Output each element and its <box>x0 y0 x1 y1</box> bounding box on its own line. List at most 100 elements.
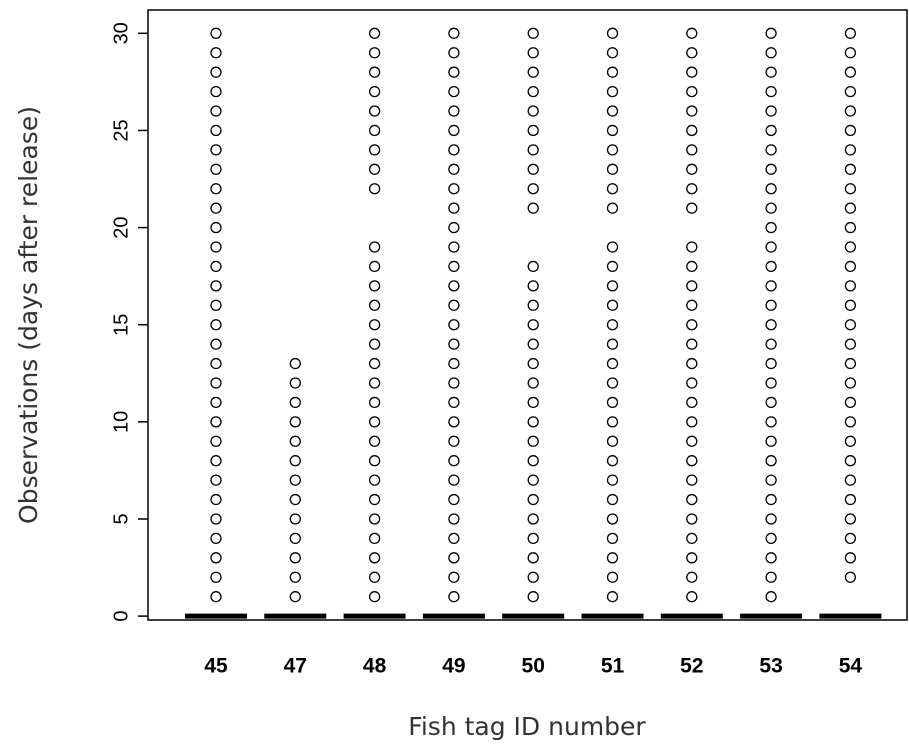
observation-point <box>289 357 301 370</box>
observation-point <box>765 85 777 98</box>
observation-point <box>844 377 857 389</box>
observation-point <box>210 47 222 59</box>
observation-point <box>844 435 857 447</box>
observation-point <box>210 183 222 195</box>
observation-point <box>368 591 381 603</box>
observation-point <box>765 357 777 370</box>
observation-point <box>844 47 857 59</box>
observation-point <box>527 532 539 545</box>
observation-point <box>527 377 539 389</box>
y-tick-label: 25 <box>110 119 132 141</box>
observation-point <box>368 183 381 195</box>
observation-point <box>210 377 222 389</box>
observation-point <box>844 66 857 78</box>
observation-point <box>765 260 777 273</box>
observation-point <box>448 299 460 311</box>
observation-point <box>448 183 460 195</box>
observation-point <box>527 124 539 137</box>
y-tick-label: 0 <box>110 611 132 622</box>
x-tick-label: 45 <box>204 655 228 678</box>
observation-point <box>210 338 222 350</box>
observation-point <box>527 260 539 273</box>
observation-point <box>606 474 619 486</box>
observation-point <box>765 66 777 78</box>
observation-point <box>686 202 698 214</box>
observation-point <box>844 144 857 156</box>
observation-point <box>527 396 539 409</box>
observation-point <box>289 377 301 389</box>
observation-point <box>686 513 698 525</box>
observation-point <box>210 105 222 117</box>
observation-point <box>686 474 698 486</box>
observation-point <box>686 85 698 98</box>
observation-point <box>527 105 539 117</box>
observation-point <box>527 591 539 603</box>
observation-point <box>448 47 460 59</box>
observation-point <box>368 47 381 59</box>
observation-point <box>844 183 857 195</box>
observation-point <box>606 163 619 175</box>
observation-point <box>448 338 460 350</box>
observation-point <box>527 27 539 39</box>
y-axis-title: Observations (days after release) <box>14 106 43 524</box>
observation-point <box>368 124 381 137</box>
x-tick-label: 54 <box>839 655 863 678</box>
observation-point <box>368 377 381 389</box>
observation-point <box>368 357 381 370</box>
observation-point <box>686 357 698 370</box>
observation-point <box>527 435 539 447</box>
observation-point <box>686 435 698 447</box>
observation-point <box>844 319 857 331</box>
x-tick-label: 48 <box>363 655 387 678</box>
observation-point <box>448 280 460 292</box>
observation-point <box>606 260 619 273</box>
x-tick-label: 52 <box>680 655 703 678</box>
observation-point <box>686 455 698 467</box>
observation-point <box>210 280 222 292</box>
observation-point <box>527 571 539 583</box>
observation-point <box>686 493 698 506</box>
observation-point <box>527 357 539 370</box>
observation-point <box>210 513 222 525</box>
y-tick-label: 30 <box>110 22 132 44</box>
observation-point <box>686 532 698 545</box>
observation-point <box>448 27 460 39</box>
observation-point <box>527 299 539 311</box>
plot-frame <box>147 9 908 621</box>
observation-point <box>368 280 381 292</box>
observation-point <box>606 377 619 389</box>
observation-point <box>289 474 301 486</box>
observation-point <box>606 591 619 603</box>
observation-point <box>844 105 857 117</box>
observation-point <box>686 299 698 311</box>
observation-point <box>765 299 777 311</box>
observation-point <box>368 163 381 175</box>
observation-point <box>844 260 857 273</box>
observation-point <box>686 396 698 409</box>
observation-point <box>368 552 381 564</box>
observation-point <box>448 552 460 564</box>
observation-point <box>844 241 857 253</box>
observation-point <box>368 493 381 506</box>
observation-point <box>527 85 539 98</box>
observation-point <box>606 27 619 39</box>
observation-point <box>765 124 777 137</box>
observation-point <box>368 435 381 447</box>
observation-point <box>686 105 698 117</box>
observation-point <box>686 552 698 564</box>
observation-point <box>765 552 777 564</box>
observation-point <box>686 591 698 603</box>
observation-point <box>606 396 619 409</box>
observation-point <box>210 27 222 39</box>
observation-point <box>448 416 460 428</box>
observation-point <box>368 416 381 428</box>
observation-point <box>289 552 301 564</box>
observation-point <box>210 591 222 603</box>
observation-point <box>368 105 381 117</box>
observation-point <box>527 144 539 156</box>
observation-point <box>368 260 381 273</box>
observation-point <box>606 357 619 370</box>
observation-point <box>765 571 777 583</box>
observation-point <box>606 571 619 583</box>
